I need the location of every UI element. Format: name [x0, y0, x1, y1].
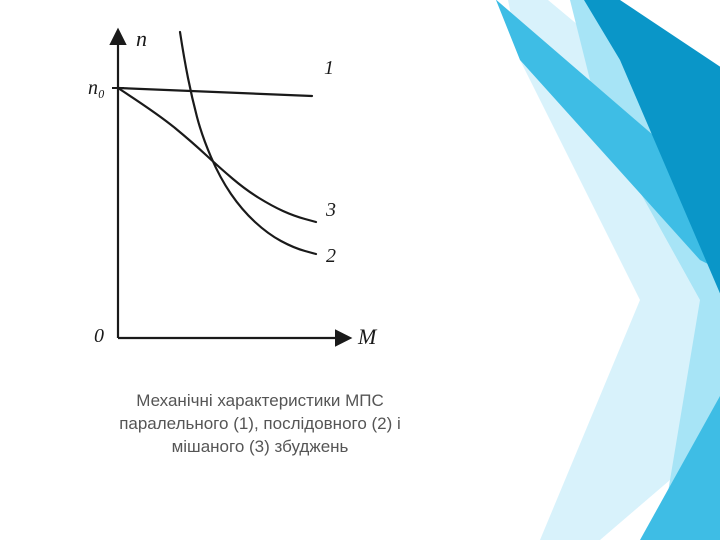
curve-1-label: 1 [324, 57, 334, 79]
curve-3-label: 3 [325, 199, 336, 221]
mechanical-characteristics-chart: n M 0 n₀ 1 3 2 [80, 18, 380, 378]
origin-label: 0 [94, 325, 104, 347]
curve-1-parallel [118, 88, 312, 96]
curve-3-mixed [118, 88, 316, 222]
curve-2-label: 2 [326, 245, 336, 267]
curve-2-series [180, 32, 316, 254]
chart-caption: Механічні характеристики МПС паралельног… [110, 390, 410, 459]
deco-shard-light [560, 0, 720, 540]
deco-shard-lower [640, 360, 720, 540]
y-axis-label: n [136, 26, 147, 51]
deco-shard-dark [560, 0, 720, 540]
deco-shard-pale [500, 0, 720, 540]
x-axis-label: M [357, 324, 378, 349]
n0-label: n₀ [88, 77, 105, 99]
deco-shard-mid [450, 0, 720, 280]
